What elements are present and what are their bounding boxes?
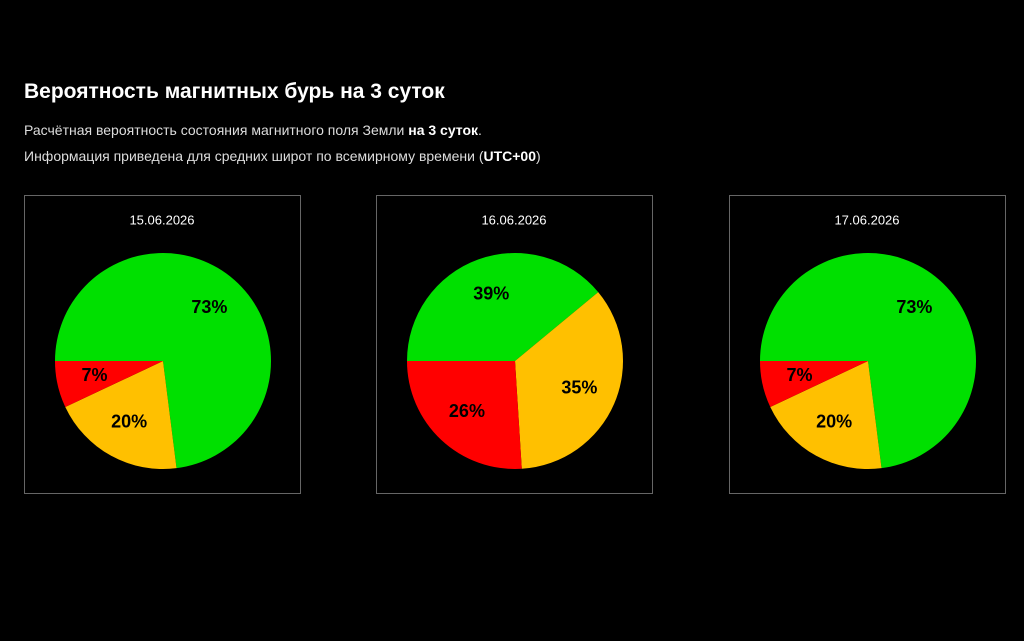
pie-slice [65,361,177,469]
chart-title: 15.06.2026 [129,212,194,227]
data-label: 39% [473,284,509,304]
chart-box [729,195,1006,494]
pie-slice [55,253,271,469]
data-label: 73% [896,297,932,317]
data-label: 26% [449,401,485,421]
pie-slice [760,253,976,469]
text: . [478,122,482,138]
description: Расчётная вероятность состояния магнитно… [24,122,482,138]
data-label: 20% [816,411,852,431]
page-title: Вероятность магнитных бурь на 3 суток [24,80,445,103]
data-label: 7% [81,365,107,385]
pie-slice [407,361,522,470]
bold-text: UTC+00 [483,148,537,164]
bold-text: на 3 суток [408,122,479,138]
text: Информация приведена для средних широт п… [24,148,484,164]
pie-slice [515,292,624,469]
pie-slice [407,252,599,361]
chart-box [24,195,301,494]
data-label: 73% [191,297,227,317]
pie-slice [770,361,882,469]
data-label: 7% [786,365,812,385]
data-label: 35% [561,378,597,398]
data-label: 20% [111,411,147,431]
chart-box [376,195,653,494]
text: ) [536,148,541,164]
text: Расчётная вероятность состояния магнитно… [24,122,405,138]
description: Информация приведена для средних широт п… [24,148,541,164]
chart-title: 17.06.2026 [834,212,899,227]
pie-slice [760,361,868,407]
pie-slice [55,361,163,407]
chart-title: 16.06.2026 [481,212,546,227]
